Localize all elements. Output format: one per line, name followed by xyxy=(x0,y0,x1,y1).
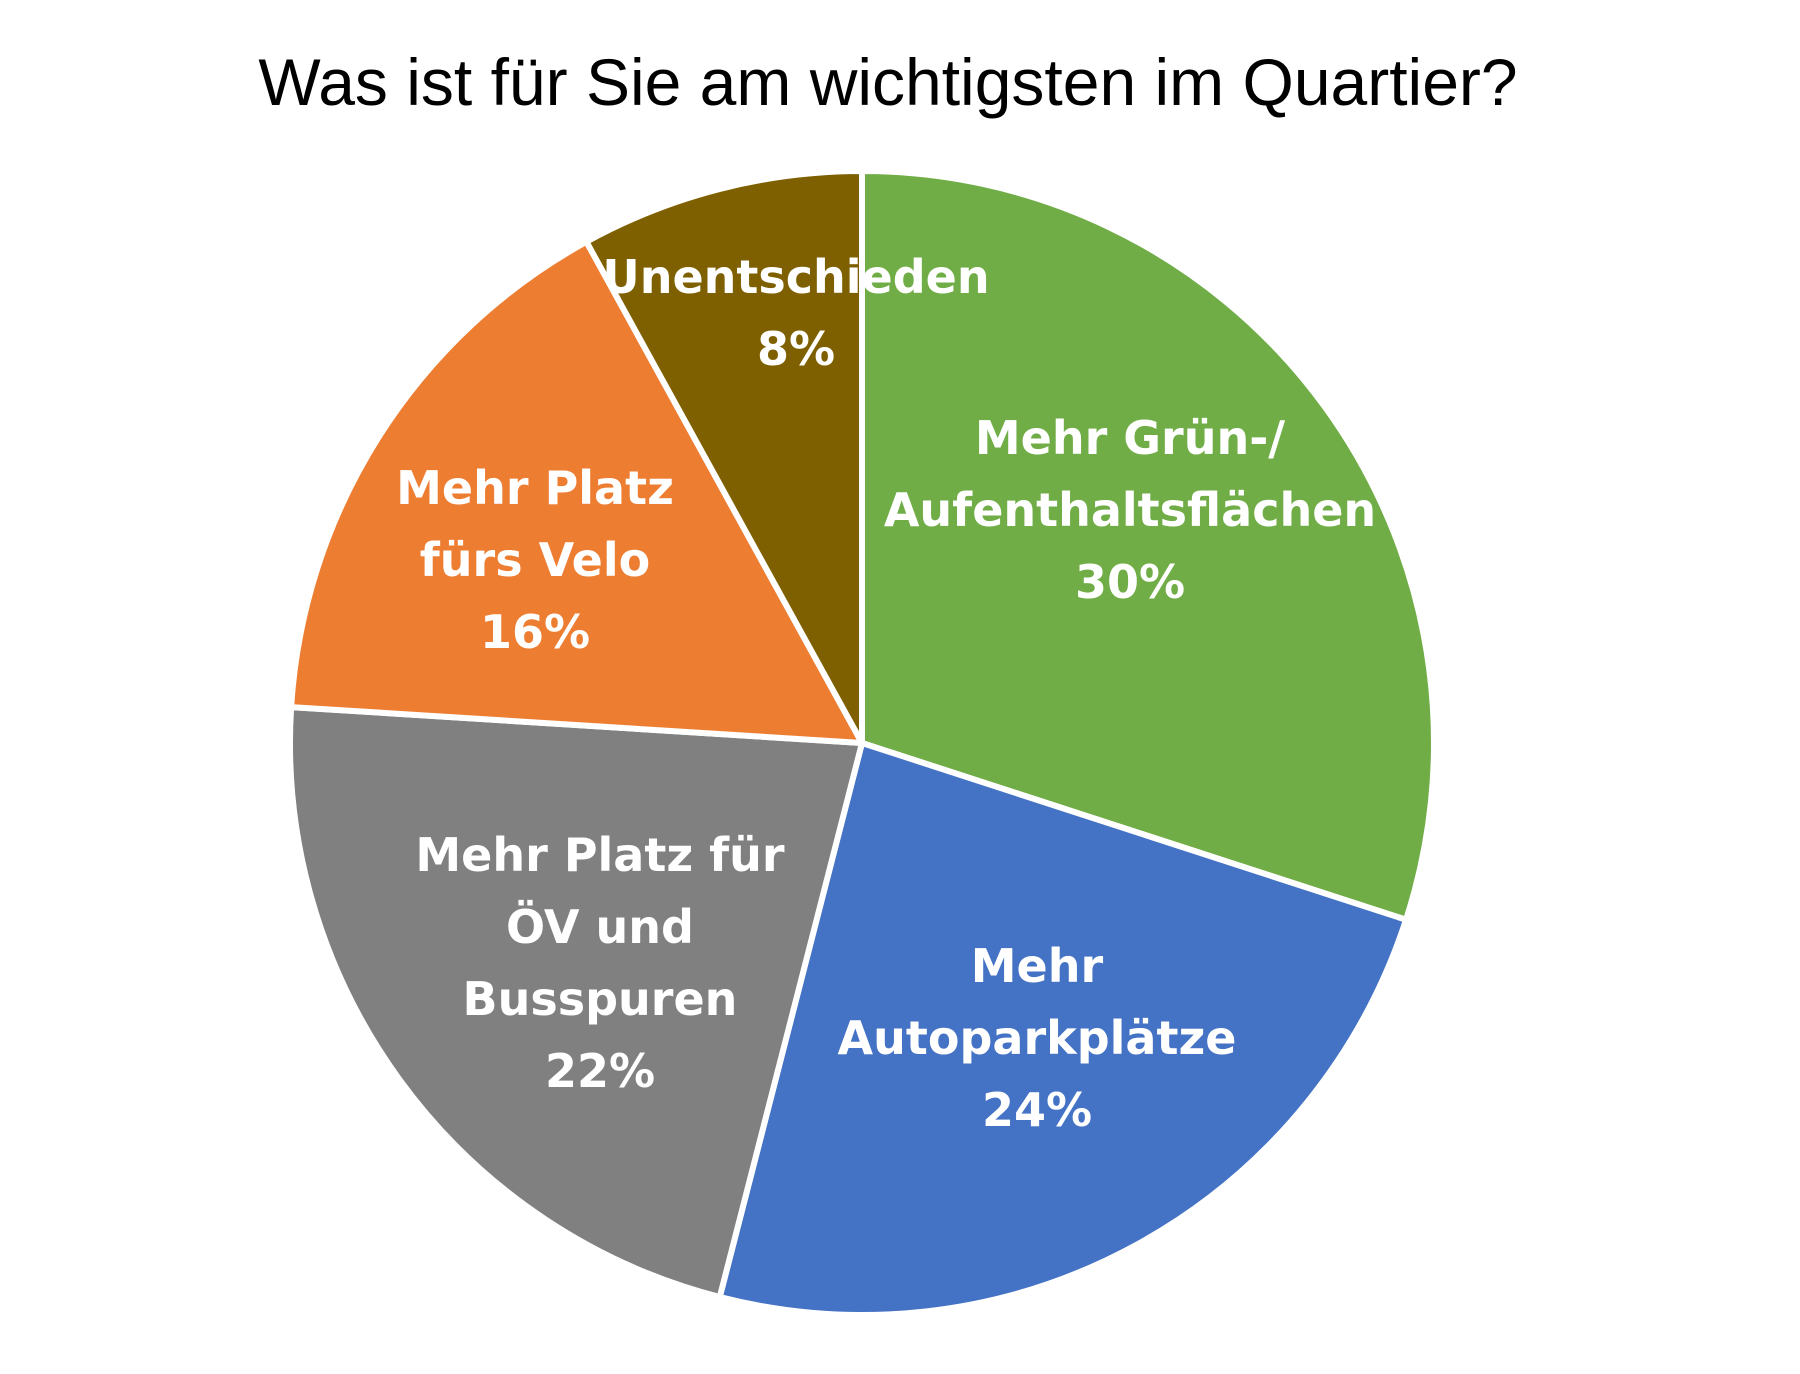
slice-name-label: Mehr xyxy=(971,939,1104,993)
slice-labels: Mehr Grün-/ Aufenthaltsflächen 30% Mehr Auto… xyxy=(396,250,1376,1137)
slice-percent-label: 16% xyxy=(480,605,590,659)
slice-name-label: ÖV und xyxy=(506,900,694,954)
slice-percent-label: 8% xyxy=(757,322,835,376)
slice-name-label: Aufenthaltsflächen xyxy=(884,483,1376,537)
pie-slice xyxy=(287,704,865,1301)
slice-name-label: Busspuren xyxy=(463,972,738,1026)
slice-percent-label: 22% xyxy=(545,1044,655,1098)
slice-label: Mehr Platz für ÖV und Busspuren 22% xyxy=(415,828,784,1098)
slice-name-label: Autoparkplätze xyxy=(838,1011,1237,1065)
slice-label: Unentschieden 8% xyxy=(602,250,989,376)
slice-name-label: Unentschieden xyxy=(602,250,989,304)
slice-label: Mehr Platz fürs Velo 16% xyxy=(396,461,674,659)
slice-name-label: Mehr Platz xyxy=(396,461,674,515)
pie-slice xyxy=(583,168,865,746)
slice-percent-label: 24% xyxy=(982,1083,1092,1137)
slice-label: Mehr Autoparkplätze 24% xyxy=(838,939,1237,1137)
chart-title: Was ist für Sie am wichtigsten im Quarti… xyxy=(258,45,1517,119)
pie-slices xyxy=(287,168,1437,1318)
pie-slice xyxy=(288,238,865,746)
slice-name-label: Mehr Grün-/ xyxy=(975,411,1285,465)
pie-slice xyxy=(859,168,1437,923)
slice-label: Mehr Grün-/ Aufenthaltsflächen 30% xyxy=(884,411,1376,609)
slice-name-label: fürs Velo xyxy=(420,533,651,587)
slice-percent-label: 30% xyxy=(1075,555,1185,609)
pie-slice xyxy=(716,740,1409,1318)
slice-name-label: Mehr Platz für xyxy=(415,828,784,882)
